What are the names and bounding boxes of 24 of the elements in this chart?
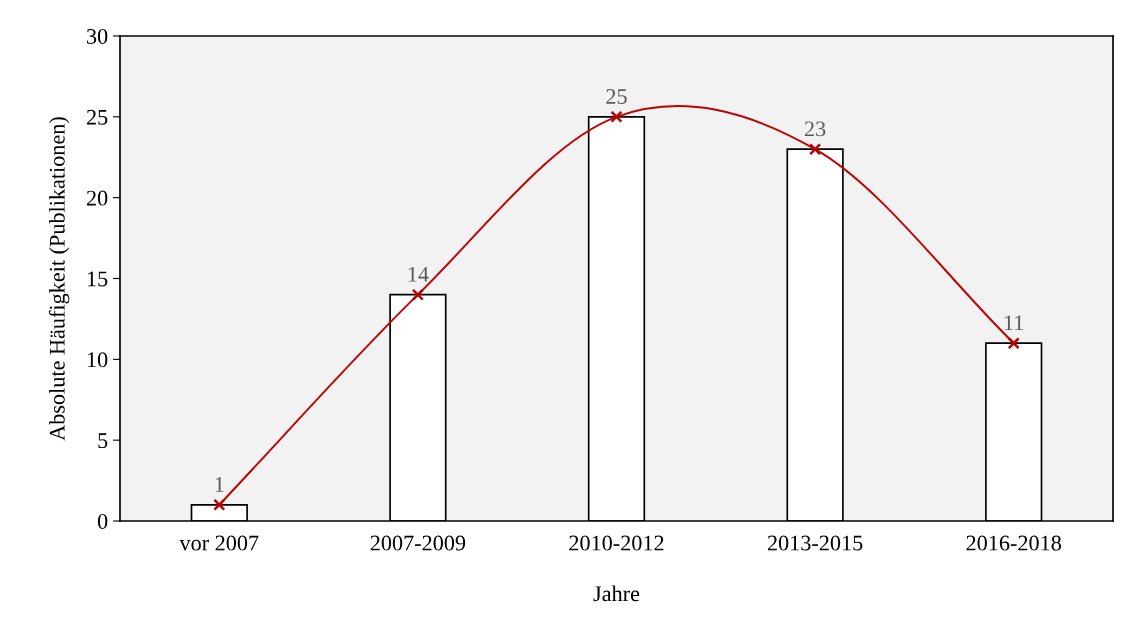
x-tick-label: vor 2007: [179, 535, 259, 551]
point: [213, 498, 226, 511]
x-tick-label: 2016-2018: [966, 535, 1061, 551]
x-tick-label: 2013-2015: [767, 535, 863, 551]
y-tick-label: 25: [86, 109, 108, 125]
x-axis-title: Jahre: [593, 585, 640, 602]
y-tick-label: 30: [87, 28, 108, 44]
y-tick-label: 0: [97, 513, 108, 529]
y-tick-label: 15: [87, 271, 108, 287]
y-tick-label: 20: [86, 190, 108, 206]
y-axis-title: Absolute Häufigkeit (Publikationen): [48, 117, 70, 441]
y-tick-label: 10: [87, 352, 108, 368]
point: [610, 110, 623, 123]
y-tick-label: 5: [98, 433, 108, 449]
x-tick-label: 2010-2012: [569, 535, 664, 551]
data-label: 25: [606, 89, 627, 104]
data-label: 23: [804, 121, 826, 137]
point: [411, 288, 425, 301]
data-label: 1: [215, 477, 224, 492]
point: [1007, 337, 1020, 350]
x-tick-label: 2007-2009: [370, 535, 466, 551]
point: [808, 143, 822, 156]
data-label: 14: [408, 266, 429, 282]
data-label: 11: [1004, 315, 1024, 331]
